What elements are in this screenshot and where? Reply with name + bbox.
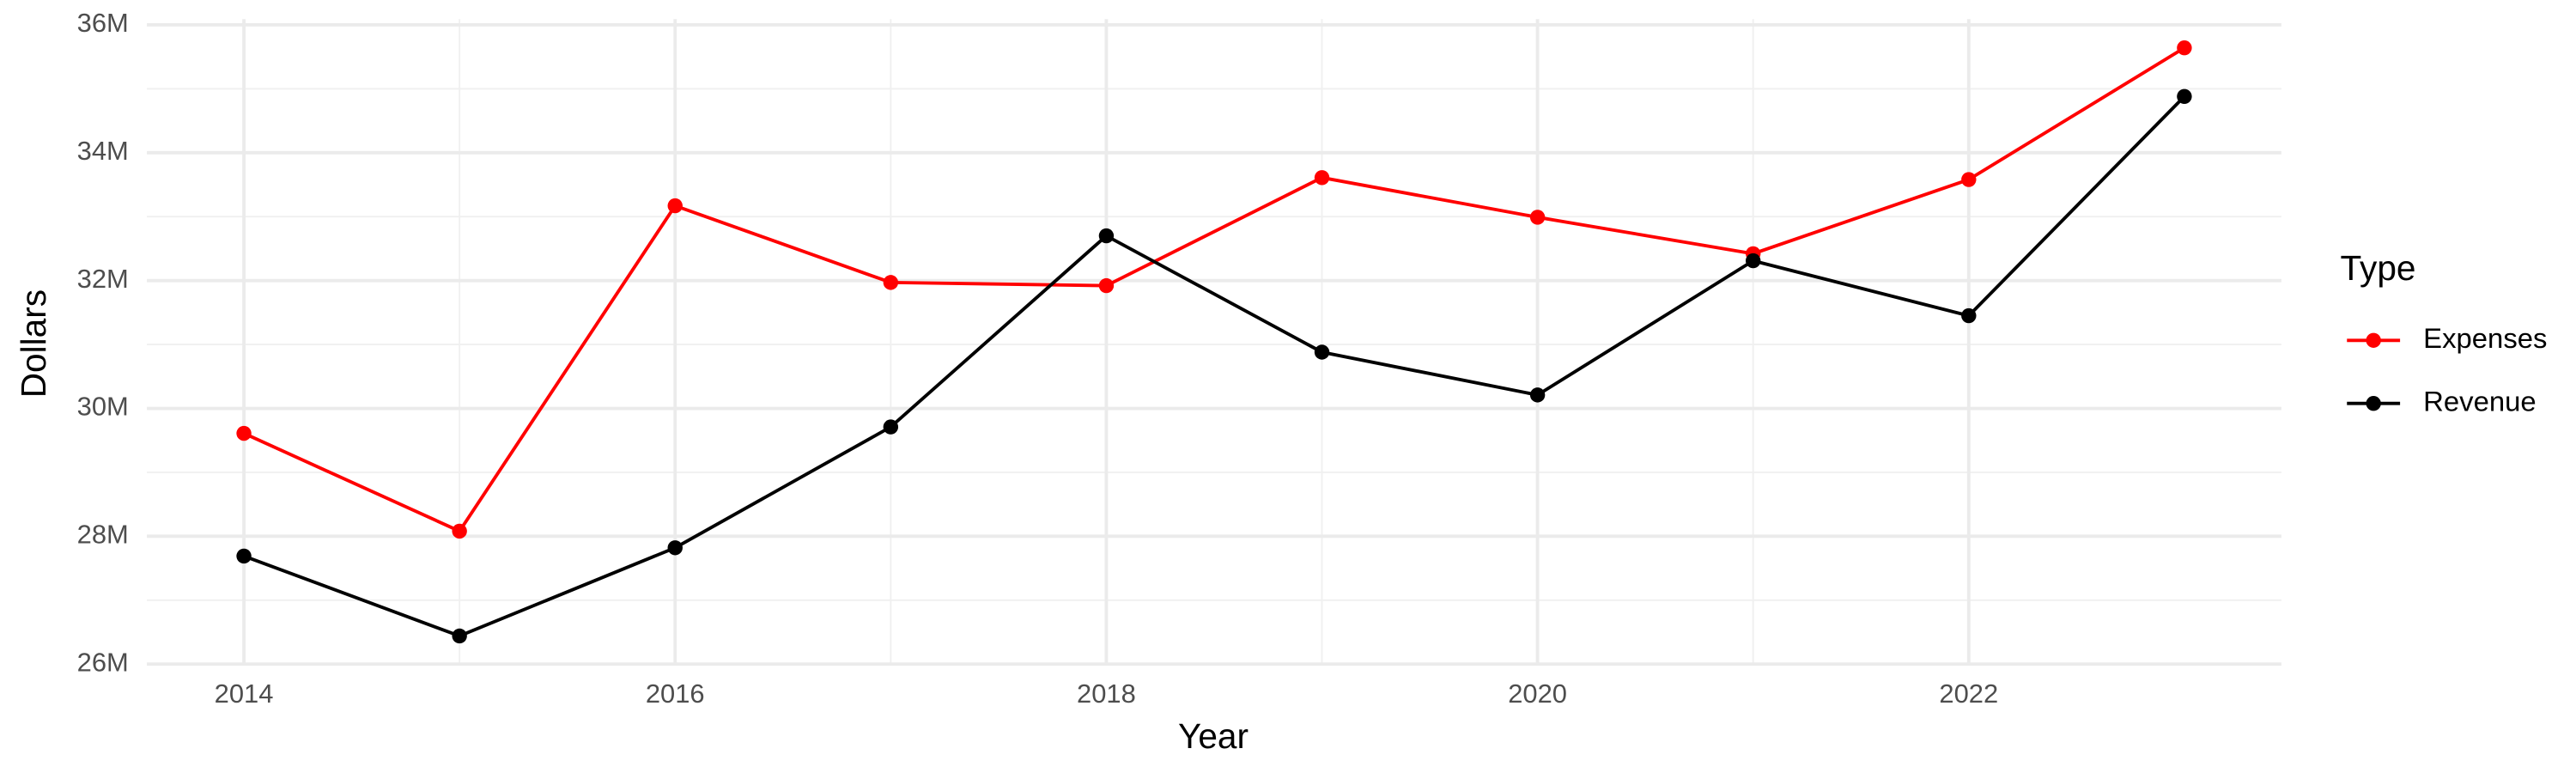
y-tick-label: 36M: [77, 8, 129, 38]
legend-swatch-point: [2366, 332, 2381, 348]
y-tick-label: 30M: [77, 392, 129, 422]
x-tick-label: 2016: [646, 679, 705, 709]
legend-swatch-point: [2366, 396, 2381, 411]
data-point: [2177, 40, 2192, 56]
data-point: [452, 523, 467, 539]
data-point: [667, 198, 683, 214]
data-point: [1961, 172, 1977, 187]
data-point: [883, 419, 899, 435]
legend: Type Expenses Revenue: [2341, 248, 2548, 417]
data-point: [1529, 387, 1546, 403]
x-tick-label: 2014: [215, 679, 274, 709]
y-axis-title: Dollars: [14, 289, 53, 398]
y-tick-label: 26M: [77, 647, 129, 677]
data-point: [1314, 344, 1330, 360]
series-line: [243, 94, 2186, 638]
legend-label: Revenue: [2423, 385, 2537, 417]
legend-title: Type: [2341, 248, 2416, 288]
data-point: [1098, 277, 1115, 294]
series-line: [243, 46, 2185, 533]
data-point: [883, 275, 899, 290]
data-point: [1098, 228, 1115, 244]
y-tick-label: 32M: [77, 264, 129, 294]
data-point: [452, 628, 467, 644]
legend-label: Expenses: [2423, 322, 2547, 354]
data-point: [2177, 88, 2192, 104]
plot: [236, 40, 2192, 644]
data-point: [1746, 253, 1761, 269]
data-point: [236, 548, 252, 564]
data-point: [1961, 307, 1977, 324]
grid: [147, 19, 2281, 666]
x-tick-label: 2018: [1077, 679, 1136, 709]
data-point: [667, 540, 683, 556]
data-point: [1314, 170, 1330, 186]
y-tick-label: 34M: [77, 136, 129, 166]
x-tick-label: 2022: [1939, 679, 1998, 709]
data-point: [236, 425, 252, 441]
x-tick-label: 2020: [1508, 679, 1567, 709]
x-axis-title: Year: [1178, 716, 1249, 756]
y-tick-label: 28M: [77, 520, 129, 550]
data-point: [1529, 210, 1546, 225]
